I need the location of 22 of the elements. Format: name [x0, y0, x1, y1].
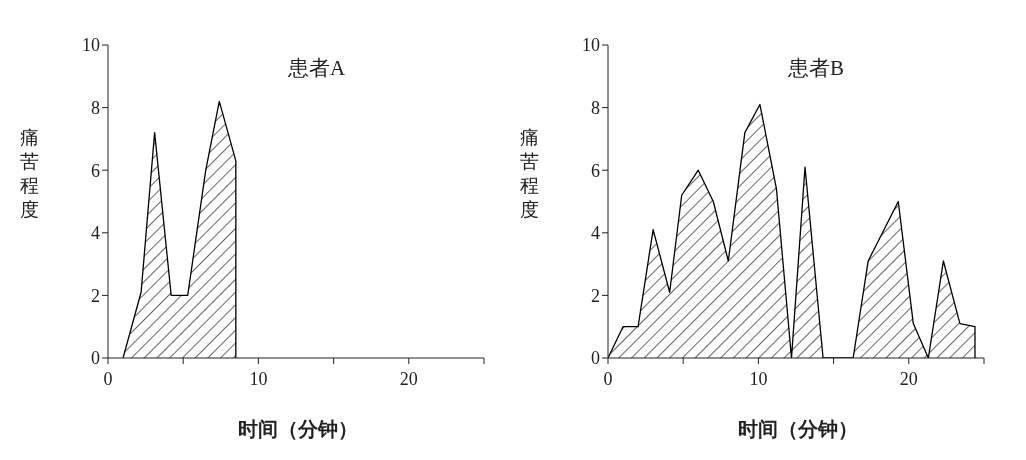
y-tick-label: 4: [91, 223, 100, 244]
text: 患者B: [788, 55, 845, 82]
y-axis-title: 痛苦程度: [20, 126, 40, 222]
x-tick-label: 20: [399, 368, 418, 389]
x-tick-label: 10: [749, 368, 768, 389]
y-tick-label: 8: [91, 97, 100, 118]
y-tick-label: 6: [591, 160, 600, 181]
y-tick-label: 2: [91, 285, 100, 306]
y-tick-label: 8: [591, 97, 600, 118]
x-tick-label: 20: [899, 368, 918, 389]
x-axis-title: 时间（分钟）: [237, 417, 359, 442]
y-tick-label: 6: [91, 160, 100, 181]
y-tick-label: 0: [91, 348, 100, 369]
y-tick-label: 4: [591, 223, 600, 244]
y-tick-label: 2: [591, 285, 600, 306]
y-tick-label: 10: [582, 35, 600, 56]
y-axis-title: 痛苦程度: [520, 126, 540, 222]
x-axis-title: 时间（分钟）: [737, 417, 859, 442]
y-tick-label: 0: [591, 348, 600, 369]
y-tick-label: 10: [82, 35, 100, 56]
x-tick-label: 10: [249, 368, 268, 389]
text: 患者A: [288, 55, 346, 82]
